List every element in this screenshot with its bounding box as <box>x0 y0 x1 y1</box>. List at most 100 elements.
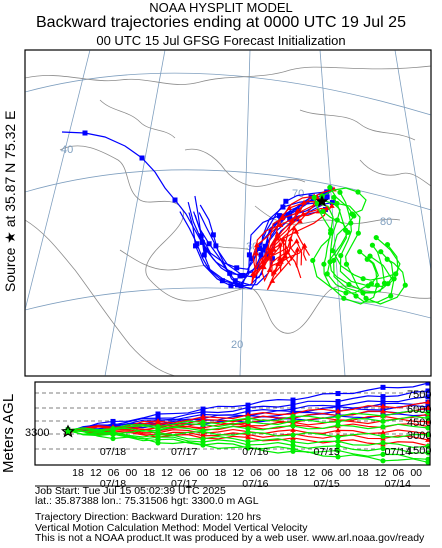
green-trajectory-5-marker <box>328 227 334 233</box>
red-trajectory-7-marker <box>277 221 284 227</box>
blue-height-2-marker <box>245 408 251 414</box>
red-trajectory-6-marker <box>301 242 308 248</box>
hour-tick-label: 18 <box>286 467 298 479</box>
hour-tick-label: 06 <box>179 467 191 479</box>
blue-trajectory-3-marker <box>240 272 246 278</box>
red-trajectory-8-marker <box>324 205 330 211</box>
blue-height-0-marker <box>110 418 116 424</box>
red-trajectory-5-marker <box>260 258 266 264</box>
coastlines <box>25 65 431 376</box>
green-height-3-marker <box>380 433 386 439</box>
map-frame <box>24 49 432 377</box>
date-tick-label-lower: 07/16 <box>242 478 268 490</box>
red-trajectory-8-marker <box>294 246 301 252</box>
green-height-5-marker <box>335 443 341 449</box>
red-trajectory-3 <box>252 195 315 273</box>
height-label-3000: 3000 <box>407 430 431 442</box>
lat-label-20: 20 <box>231 339 243 351</box>
date-axis: 07/18 07/18 07/17 07/17 07/16 07/16 07/15 07/15… <box>100 446 411 490</box>
green-trajectory-4-marker <box>388 293 394 299</box>
blue-trajectory-5-marker <box>246 252 252 258</box>
blue-trajectory-1-marker <box>232 278 238 284</box>
hour-tick-label: 12 <box>161 467 173 479</box>
blue-height-1-marker <box>425 388 430 394</box>
blue-trajectory-7-marker <box>283 198 289 204</box>
red-trajectory-4-marker <box>291 225 297 231</box>
green-height-2-marker <box>335 422 341 428</box>
lon-label-80: 80 <box>380 216 392 228</box>
green-height-7-marker <box>425 459 430 465</box>
hour-tick-label: 06 <box>250 467 262 479</box>
hour-tick-label: 18 <box>72 467 84 479</box>
green-height-0-marker <box>425 410 430 416</box>
red-trajectory-6-marker <box>329 202 335 208</box>
blue-trajectory-long-marker <box>172 197 178 203</box>
green-trajectory-5-marker <box>311 194 317 200</box>
blue-height-0-marker <box>335 391 341 397</box>
green-trajectory-5-marker <box>343 290 349 296</box>
red-height-0-marker <box>380 403 386 409</box>
green-height-2-marker <box>380 424 386 430</box>
red-trajectory-8-marker <box>269 277 276 283</box>
green-height-7-marker <box>290 448 296 454</box>
green-height-5-marker <box>425 450 430 456</box>
blue-trajectory-5-marker <box>194 241 200 247</box>
hour-tick-label: 12 <box>232 467 244 479</box>
model-title: NOAA HYSPLIT MODEL <box>149 0 293 15</box>
hour-tick-label: 06 <box>393 467 405 479</box>
lat-label-40: 40 <box>61 144 73 156</box>
green-height-7-marker <box>245 444 251 450</box>
red-trajectory-6-marker <box>282 252 289 258</box>
green-height-1-marker <box>380 418 386 424</box>
green-height-4-marker <box>380 440 386 446</box>
map-trajectories <box>61 130 408 305</box>
green-height-3-marker <box>335 434 341 440</box>
green-trajectory-6-marker <box>334 200 340 207</box>
green-trajectory-6 <box>336 202 406 305</box>
green-height-7-marker <box>335 454 341 460</box>
green-height-4-marker <box>425 443 430 449</box>
green-height-6-marker <box>110 431 116 437</box>
blue-height-0-marker <box>200 406 206 412</box>
red-height-0-marker <box>335 408 341 414</box>
green-height-2-marker <box>245 426 251 432</box>
red-height-5-marker <box>380 429 386 435</box>
green-trajectory-6-marker <box>384 256 390 262</box>
source-star-map <box>315 195 329 207</box>
blue-trajectory-1-marker <box>324 194 330 200</box>
green-trajectory-6-marker <box>343 261 350 267</box>
blue-height-2-marker <box>425 394 430 400</box>
job-info: Job Start: Tue Jul 15 05:02:39 UTC 2025 … <box>35 486 440 546</box>
blue-trajectory-5 <box>179 196 312 286</box>
green-height-3-marker <box>290 432 296 438</box>
blue-height-3-marker <box>335 404 341 410</box>
green-trajectory-6-marker <box>355 230 361 236</box>
date-tick-label: 07/16 <box>242 446 268 458</box>
height-label-1500: 1500 <box>407 445 431 457</box>
hour-tick-label: 18 <box>215 467 227 479</box>
red-height-5-marker <box>290 426 296 432</box>
vertical-method: Vertical Motion Calculation Method: Mode… <box>35 521 308 534</box>
date-tick-label-lower: 07/14 <box>385 478 411 490</box>
green-trajectory-0-marker <box>346 281 352 288</box>
blue-height-1-marker <box>335 399 341 405</box>
blue-trajectory-1 <box>193 196 328 286</box>
green-trajectory-7-marker <box>329 248 336 254</box>
green-height-2-marker <box>290 423 296 429</box>
green-trajectory-2-marker <box>321 261 327 267</box>
green-trajectory-7-marker <box>373 234 379 241</box>
blue-height-0-marker <box>380 384 386 390</box>
red-height-5-marker <box>335 427 341 433</box>
green-trajectory-4-marker <box>345 229 351 235</box>
blue-trajectory-long-marker <box>203 247 209 253</box>
green-height-0-marker <box>290 413 296 420</box>
green-trajectory-4-marker <box>353 293 359 299</box>
blue-trajectory-4-marker <box>235 282 241 288</box>
green-height-6-marker <box>335 447 341 454</box>
hour-tick-label: 12 <box>375 467 387 479</box>
red-trajectory-7-marker <box>253 250 260 256</box>
blue-trajectory-long-marker <box>139 155 145 161</box>
blue-trajectory-4-marker <box>255 264 261 270</box>
green-height-3-marker <box>200 428 206 435</box>
